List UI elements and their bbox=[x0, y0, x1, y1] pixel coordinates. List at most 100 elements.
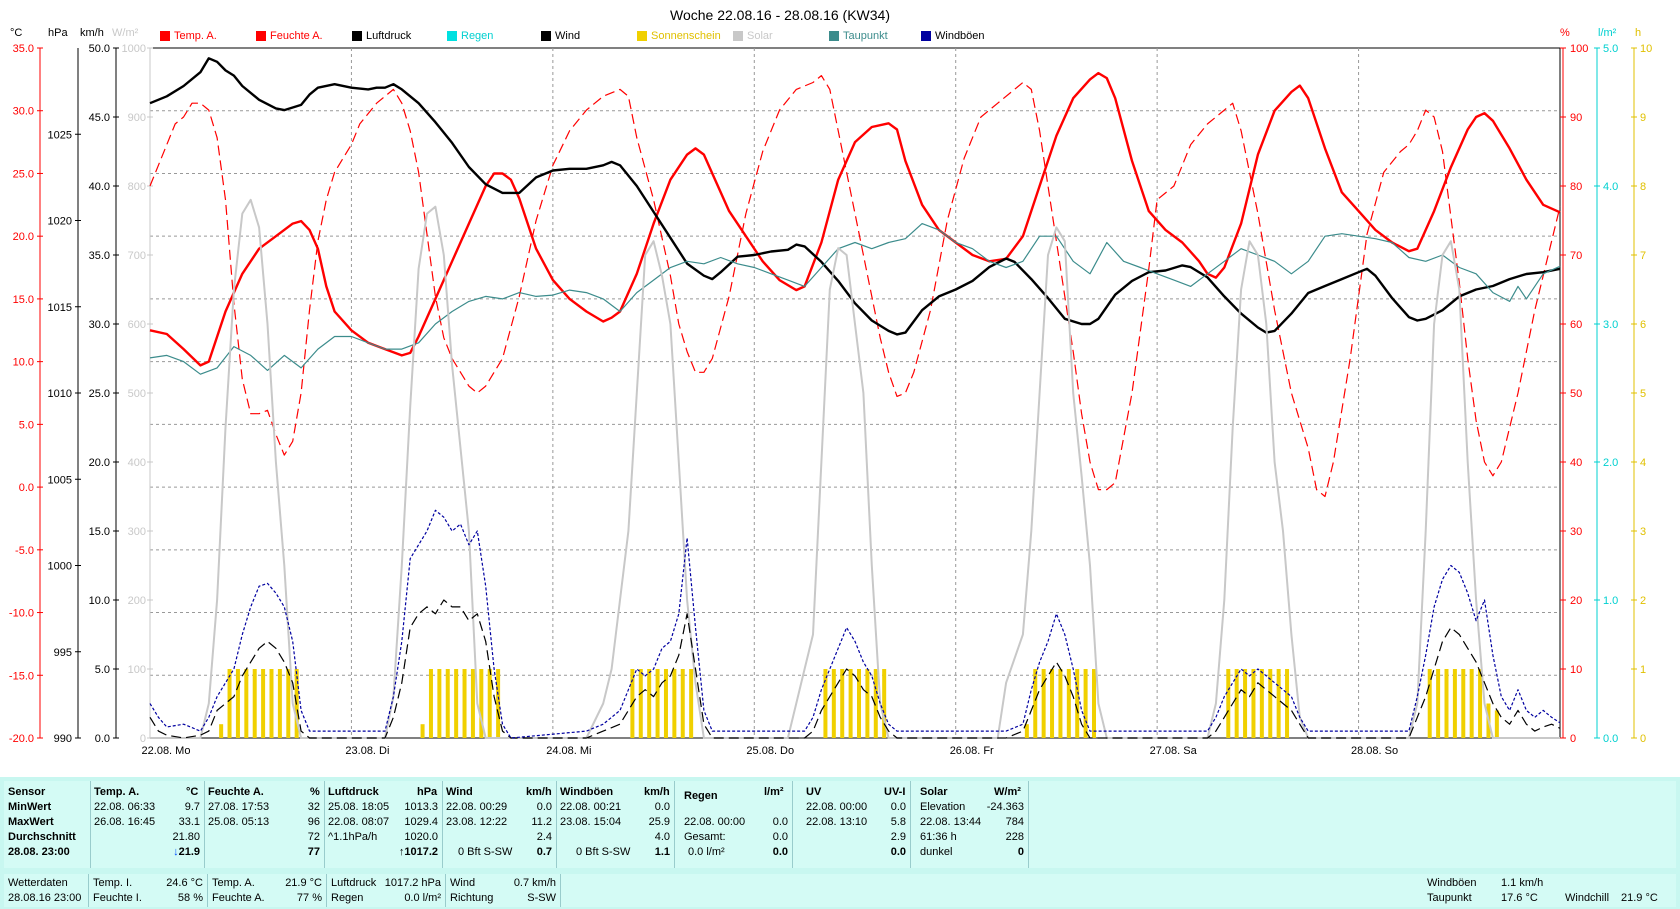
x-tick-label: 28.08. So bbox=[1351, 745, 1398, 757]
gust-current: 1.1 bbox=[654, 846, 670, 858]
pressure-tick-label: 1005 bbox=[48, 474, 72, 486]
sunshine-bar bbox=[857, 669, 861, 738]
sunshine-bar bbox=[1461, 669, 1466, 738]
sunshine-bar bbox=[1469, 669, 1474, 738]
wind-current: 0.7 bbox=[536, 846, 552, 858]
sunshine-bar bbox=[873, 669, 878, 738]
row-label-current: 28.08. 23:00 bbox=[8, 846, 70, 858]
sunshine-bar bbox=[1234, 669, 1239, 738]
sunshine-bar bbox=[1243, 669, 1248, 738]
solar-avg: 228 bbox=[1005, 831, 1024, 843]
footer-date: 28.08.16 23:00 bbox=[8, 892, 82, 904]
sunshine-bar bbox=[1066, 669, 1071, 738]
press-min-time: 25.08. 18:05 bbox=[328, 801, 390, 813]
row-label-avg: Durchschnitt bbox=[8, 831, 76, 843]
legend-item[interactable]: Wind bbox=[541, 29, 580, 43]
sunshine-bar bbox=[428, 669, 433, 738]
temp-max: 33.1 bbox=[178, 816, 200, 828]
legend-swatch bbox=[829, 31, 839, 41]
footer-wind-label: Wind bbox=[450, 877, 476, 889]
sun-tick-label: 4 bbox=[1640, 457, 1646, 469]
sunshine-bar bbox=[445, 669, 450, 738]
wind-header: Wind bbox=[446, 786, 473, 798]
temp-max-time: 26.08. 16:45 bbox=[94, 816, 156, 828]
sunshine-bar bbox=[823, 669, 828, 738]
legend-item[interactable]: Temp. A. bbox=[160, 29, 217, 43]
hum-avg: 72 bbox=[307, 831, 320, 843]
solar-tick-label: 200 bbox=[128, 595, 146, 607]
uv-max: 5.8 bbox=[890, 816, 906, 828]
temp-tick-label: 20.0 bbox=[13, 231, 34, 243]
legend-swatch bbox=[637, 31, 647, 41]
pressure-tick-label: 1000 bbox=[48, 561, 72, 573]
legend-item[interactable]: Windböen bbox=[921, 29, 985, 43]
gust-max-time: 23.08. 15:04 bbox=[560, 816, 622, 828]
footer-feuchte-a-label: Feuchte A. bbox=[212, 892, 265, 904]
stats-col-uv: UV UV-I 22.08. 00:00 0.0 22.08. 13:10 5.… bbox=[792, 781, 911, 868]
rain-unit: l/m² bbox=[764, 786, 784, 798]
row-label-max: MaxWert bbox=[8, 816, 54, 828]
plot-frame bbox=[149, 47, 1561, 739]
legend-item[interactable]: Feuchte A. bbox=[256, 29, 323, 43]
x-tick-label: 25.08. Do bbox=[746, 745, 794, 757]
sun-tick-label: 1 bbox=[1640, 664, 1646, 676]
temp-tick-label: 30.0 bbox=[13, 106, 34, 118]
legend-item[interactable]: Regen bbox=[447, 29, 493, 43]
sunshine-bar bbox=[1092, 669, 1096, 738]
sunshine-bar bbox=[1251, 669, 1256, 738]
gust-max: 25.9 bbox=[648, 816, 670, 828]
sunshine-bar bbox=[437, 669, 442, 738]
hum-min-time: 27.08. 17:53 bbox=[208, 801, 270, 813]
legend-label: Windböen bbox=[935, 30, 985, 42]
legend-item[interactable]: Sonnenschein bbox=[637, 29, 721, 43]
hum-max-time: 25.08. 05:13 bbox=[208, 816, 270, 828]
sunshine-bar bbox=[1427, 669, 1432, 738]
hum-unit: % bbox=[310, 786, 320, 798]
gust-avg: 4.0 bbox=[654, 831, 670, 843]
footer-indoor: Temp. I. 24.6 °C Feuchte I. 58 % bbox=[89, 874, 208, 907]
chart-title: Woche 22.08.16 - 28.08.16 (KW34) bbox=[670, 7, 890, 23]
stats-col-pressure: Luftdruck hPa 25.08. 18:05 1013.3 22.08.… bbox=[324, 781, 443, 868]
footer-regen-label: Regen bbox=[331, 892, 364, 904]
solar-tick-label: 400 bbox=[128, 457, 146, 469]
pressure-tick-label: 1010 bbox=[48, 388, 72, 400]
pressure-tick-label: 990 bbox=[54, 733, 72, 745]
rain-cur-label: 0.0 l/m² bbox=[688, 846, 725, 858]
wind-unit: km/h bbox=[526, 786, 552, 798]
footer-feuchte-i: 58 % bbox=[177, 892, 203, 904]
rain-tick-label: 0.0 bbox=[1603, 733, 1618, 745]
wind-tick-label: 35.0 bbox=[89, 250, 110, 262]
pressure-tick-label: 1015 bbox=[48, 302, 72, 314]
footer-temp-a: 21.9 °C bbox=[285, 877, 322, 889]
footer-extra: Windböen 1.1 km/h Taupunkt 17.6 °C Windc… bbox=[561, 874, 1676, 907]
humidity-tick-label: 100 bbox=[1570, 43, 1588, 55]
temp-tick-label: 25.0 bbox=[13, 168, 34, 180]
solar-tick-label: 1000 bbox=[122, 43, 146, 55]
sunshine-bar bbox=[840, 669, 845, 738]
footer-windboeen-label: Windböen bbox=[1427, 877, 1477, 889]
gust-min-time: 22.08. 00:21 bbox=[560, 801, 622, 813]
footer-regen: 0.0 l/m² bbox=[404, 892, 441, 904]
legend-swatch bbox=[256, 31, 266, 41]
grid bbox=[149, 47, 1561, 739]
sunshine-bar bbox=[286, 669, 291, 738]
wind-tick-label: 45.0 bbox=[89, 112, 110, 124]
solar-tick-label: 500 bbox=[128, 388, 146, 400]
solar-unit-label: W/m² bbox=[112, 27, 139, 39]
legend-item[interactable]: Luftdruck bbox=[352, 29, 411, 43]
temp-tick-label: -15.0 bbox=[9, 670, 34, 682]
temp-tick-label: -5.0 bbox=[15, 545, 34, 557]
solar-tick-label: 600 bbox=[128, 319, 146, 331]
legend-item[interactable]: Solar bbox=[733, 29, 773, 43]
footer-wetterdaten: Wetterdaten 28.08.16 23:00 bbox=[4, 874, 89, 907]
legend-item[interactable]: Taupunkt bbox=[829, 29, 888, 43]
solar-elev-label: Elevation bbox=[920, 801, 966, 813]
humidity-tick-label: 80 bbox=[1570, 181, 1582, 193]
solar-current: 0 bbox=[1017, 846, 1024, 858]
sunshine-bar bbox=[1285, 669, 1290, 738]
temp-unit-label: °C bbox=[10, 27, 22, 39]
temp-current: ↓21.9 bbox=[150, 845, 200, 860]
rain-current: 0.0 bbox=[772, 846, 788, 858]
sunshine-bar bbox=[269, 669, 274, 738]
humidity-tick-label: 0 bbox=[1570, 733, 1576, 745]
